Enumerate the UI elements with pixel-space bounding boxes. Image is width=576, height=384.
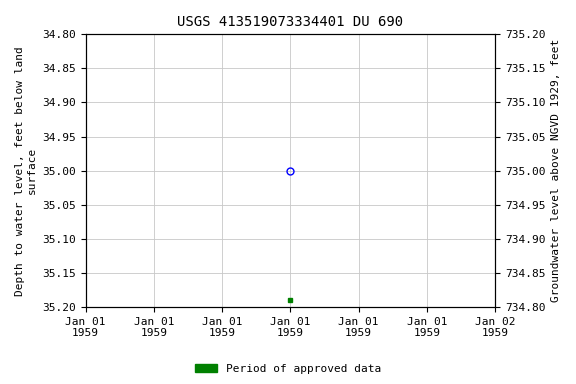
Y-axis label: Depth to water level, feet below land
surface: Depth to water level, feet below land su… <box>15 46 37 296</box>
Legend: Period of approved data: Period of approved data <box>191 359 385 379</box>
Title: USGS 413519073334401 DU 690: USGS 413519073334401 DU 690 <box>177 15 403 29</box>
Y-axis label: Groundwater level above NGVD 1929, feet: Groundwater level above NGVD 1929, feet <box>551 39 561 302</box>
